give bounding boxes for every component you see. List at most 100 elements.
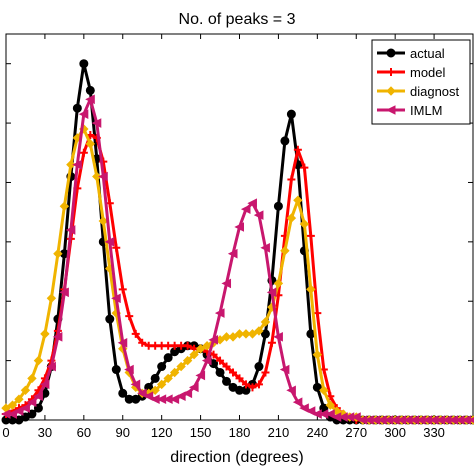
data-point	[305, 406, 316, 416]
data-point	[163, 353, 173, 363]
data-point	[253, 210, 264, 220]
data-point	[111, 365, 121, 375]
data-point	[202, 341, 212, 351]
data-point	[260, 317, 271, 327]
legend-item: IMLM	[377, 103, 443, 118]
data-point	[65, 225, 76, 235]
data-point	[157, 362, 167, 372]
data-point	[215, 367, 225, 377]
data-point	[240, 204, 251, 214]
data-point	[214, 308, 225, 318]
data-point	[72, 159, 82, 170]
data-point	[260, 242, 270, 253]
x-tick-label: 0	[2, 425, 9, 440]
x-tick-label: 180	[229, 425, 251, 440]
data-point	[66, 159, 76, 170]
data-point	[292, 397, 303, 407]
data-point	[138, 338, 147, 347]
data-point	[254, 326, 264, 336]
data-point	[254, 380, 263, 389]
data-point	[319, 385, 329, 396]
data-point	[273, 278, 284, 289]
legend-label: diagnost	[410, 84, 460, 99]
data-point	[234, 329, 245, 339]
data-point	[299, 219, 310, 229]
data-point	[300, 163, 309, 172]
x-tick-label: 330	[423, 425, 445, 440]
x-tick-label: 270	[345, 425, 367, 440]
data-point	[182, 388, 193, 399]
legend: actual model diagnost IMLM	[371, 39, 471, 125]
data-point	[20, 403, 30, 413]
data-point	[387, 68, 395, 76]
data-point	[111, 293, 121, 304]
data-point	[98, 171, 108, 182]
data-point	[91, 118, 102, 128]
data-point	[209, 350, 218, 359]
data-point	[293, 145, 302, 154]
data-point	[386, 48, 396, 58]
data-point	[273, 201, 283, 211]
legend-label: actual	[410, 46, 445, 61]
data-point	[137, 388, 147, 399]
data-point	[52, 332, 63, 342]
data-point	[46, 293, 57, 303]
data-point	[254, 362, 264, 372]
data-point	[299, 403, 309, 413]
legend-item: model	[377, 65, 446, 80]
legend-item: actual	[377, 46, 445, 61]
x-tick-label: 60	[77, 425, 91, 440]
data-point	[33, 355, 44, 366]
x-tick-label: 300	[384, 425, 406, 440]
data-point	[40, 329, 50, 339]
data-point	[46, 361, 56, 372]
data-point	[273, 332, 283, 342]
data-point	[222, 376, 232, 386]
data-point	[195, 344, 206, 354]
data-point	[85, 94, 95, 105]
data-point	[131, 329, 140, 338]
x-tick-label: 120	[151, 425, 173, 440]
data-point	[266, 287, 277, 298]
data-point	[182, 355, 193, 366]
data-point	[325, 400, 336, 410]
data-point	[79, 59, 89, 69]
x-axis-label: direction (degrees)	[170, 449, 303, 466]
data-point	[260, 329, 270, 339]
data-point	[14, 394, 24, 404]
data-point	[85, 139, 96, 149]
data-point	[169, 394, 180, 405]
data-point	[248, 383, 257, 392]
data-point	[261, 368, 270, 377]
data-point	[85, 85, 95, 95]
data-point	[125, 312, 134, 321]
data-point	[247, 198, 257, 209]
data-point	[229, 368, 238, 377]
x-tick-label: 150	[190, 425, 212, 440]
data-point	[188, 382, 199, 393]
data-point	[98, 216, 108, 226]
data-point	[235, 374, 244, 383]
data-point	[143, 391, 154, 402]
legend-label: IMLM	[410, 103, 443, 118]
data-point	[117, 337, 128, 348]
data-point	[221, 278, 232, 289]
data-point	[216, 356, 225, 365]
data-point	[467, 416, 474, 424]
data-point	[241, 380, 250, 389]
data-point	[118, 285, 127, 294]
data-point	[221, 332, 232, 342]
x-tick-label: 240	[306, 425, 328, 440]
data-point	[306, 231, 315, 240]
data-point	[7, 400, 18, 410]
data-point	[234, 222, 244, 232]
data-point	[72, 103, 82, 113]
data-point	[286, 385, 296, 396]
x-axis-ticks: 0 30 60 90 120 150 180 210 240 270 300 330	[2, 34, 445, 440]
data-point	[39, 379, 50, 390]
data-point	[59, 201, 70, 211]
data-point	[325, 409, 335, 419]
data-point	[118, 388, 128, 398]
x-tick-label: 30	[38, 425, 52, 440]
